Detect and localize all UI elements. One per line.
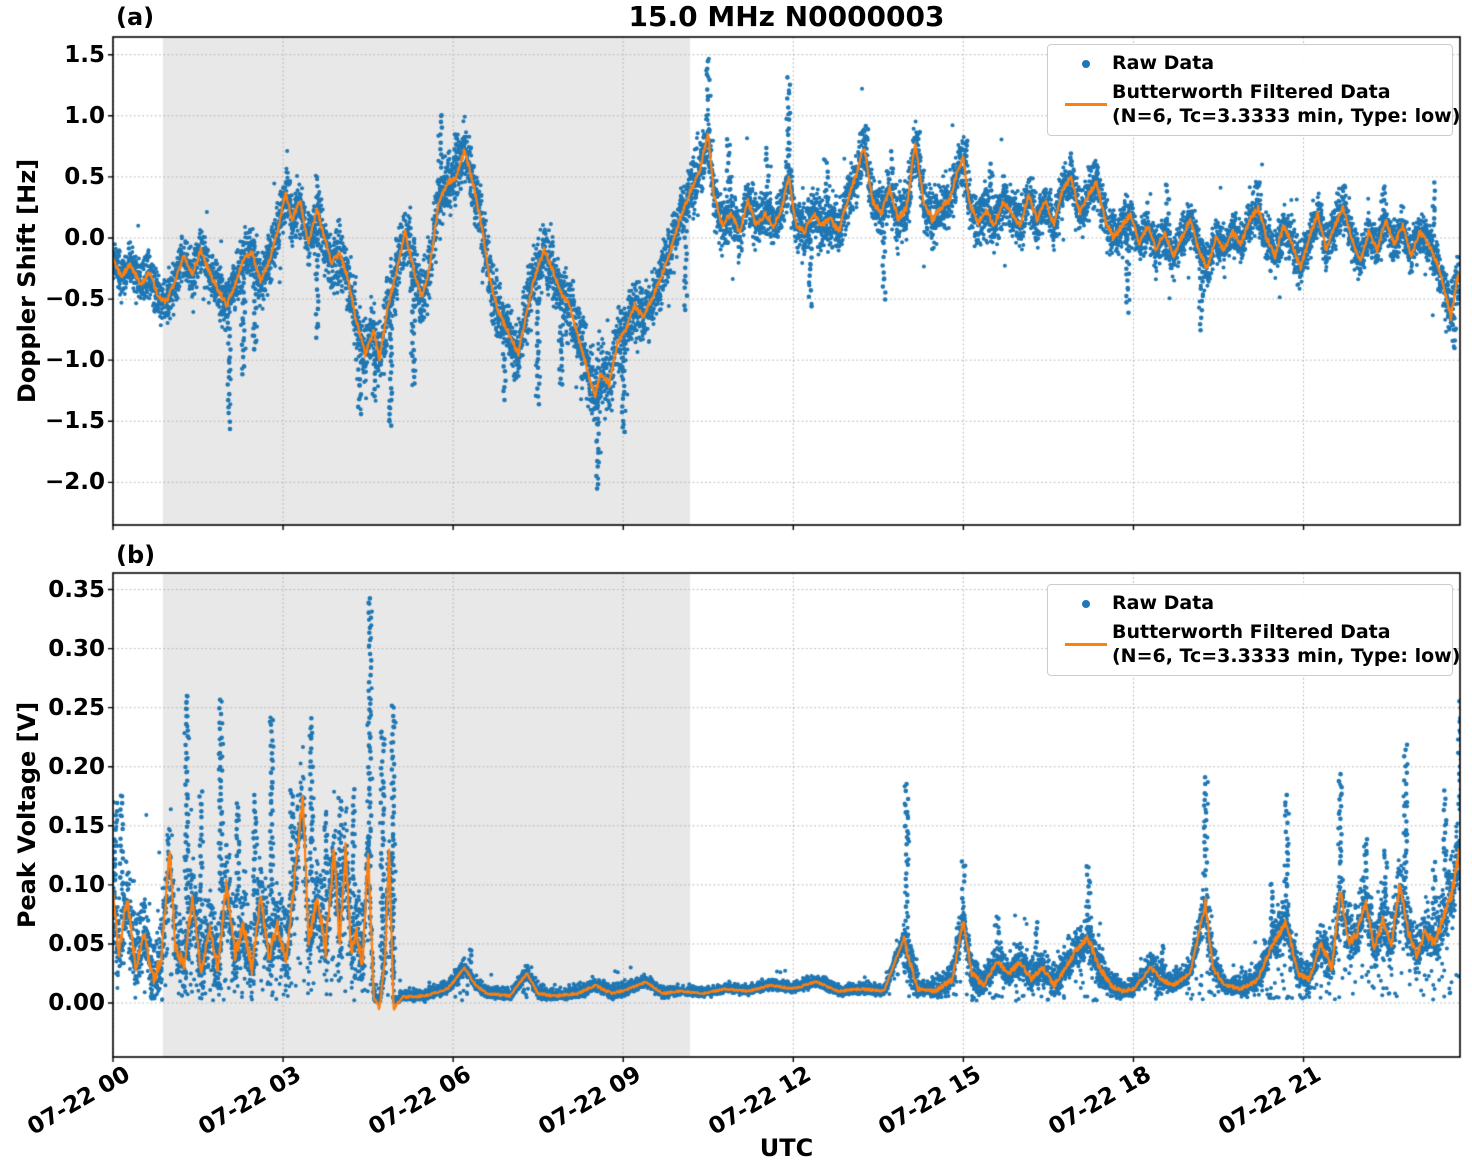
y-tick-label-panel-b: 0.30	[48, 635, 105, 662]
filtered-line-icon	[1060, 643, 1112, 646]
y-tick-label-panel-a: −2.0	[44, 469, 105, 496]
legend-filtered-label-line2: (N=6, Tc=3.3333 min, Type: low)	[1112, 644, 1461, 667]
y-axis-label-voltage: Peak Voltage [V]	[13, 701, 41, 929]
y-tick-label-panel-a: −1.0	[44, 347, 105, 374]
x-axis-label: UTC	[759, 1134, 814, 1162]
raw-data-dot-icon	[1060, 599, 1112, 608]
raw-data-dot-icon	[1060, 59, 1112, 68]
legend-filtered-label-line1: Butterworth Filtered Data	[1112, 620, 1391, 643]
y-tick-label-panel-a: 0.0	[64, 224, 105, 251]
y-tick-label-panel-a: 1.0	[64, 102, 105, 129]
y-tick-label-panel-a: 1.5	[64, 41, 105, 68]
y-tick-label-panel-b: 0.20	[48, 753, 105, 780]
y-tick-label-panel-b: 0.25	[48, 694, 105, 721]
legend-filtered-label-line1: Butterworth Filtered Data	[1112, 80, 1391, 103]
y-tick-label-panel-a: −1.5	[44, 408, 105, 435]
y-tick-label-panel-b: 0.10	[48, 871, 105, 898]
y-tick-label-panel-a: −0.5	[44, 286, 105, 313]
y-tick-label-panel-a: 0.5	[64, 163, 105, 190]
legend-panel-a: Raw Data Butterworth Filtered Data (N=6,…	[1047, 44, 1460, 137]
figure-title: 15.0 MHz N0000003	[628, 0, 945, 33]
legend-filtered-label-line2: (N=6, Tc=3.3333 min, Type: low)	[1112, 104, 1461, 127]
panel-a-label: (a)	[116, 3, 155, 31]
legend-row-filtered: Butterworth Filtered Data (N=6, Tc=3.333…	[1060, 621, 1460, 669]
legend-row-raw: Raw Data	[1060, 592, 1442, 616]
legend-raw-label: Raw Data	[1112, 592, 1215, 614]
y-tick-label-panel-b: 0.35	[48, 576, 105, 603]
filtered-line-icon	[1060, 103, 1112, 106]
panel-b-label: (b)	[116, 541, 156, 569]
legend-panel-b: Raw Data Butterworth Filtered Data (N=6,…	[1047, 584, 1460, 677]
y-tick-label-panel-b: 0.05	[48, 930, 105, 957]
y-axis-label-doppler: Doppler Shift [Hz]	[13, 158, 41, 404]
y-tick-label-panel-b: 0.00	[48, 990, 105, 1016]
legend-filtered-label: Butterworth Filtered Data (N=6, Tc=3.333…	[1112, 81, 1460, 129]
legend-row-filtered: Butterworth Filtered Data (N=6, Tc=3.333…	[1060, 81, 1460, 129]
legend-row-raw: Raw Data	[1060, 52, 1442, 76]
legend-raw-label: Raw Data	[1112, 52, 1215, 74]
legend-filtered-label: Butterworth Filtered Data (N=6, Tc=3.333…	[1112, 621, 1460, 669]
y-tick-label-panel-b: 0.15	[48, 812, 105, 839]
